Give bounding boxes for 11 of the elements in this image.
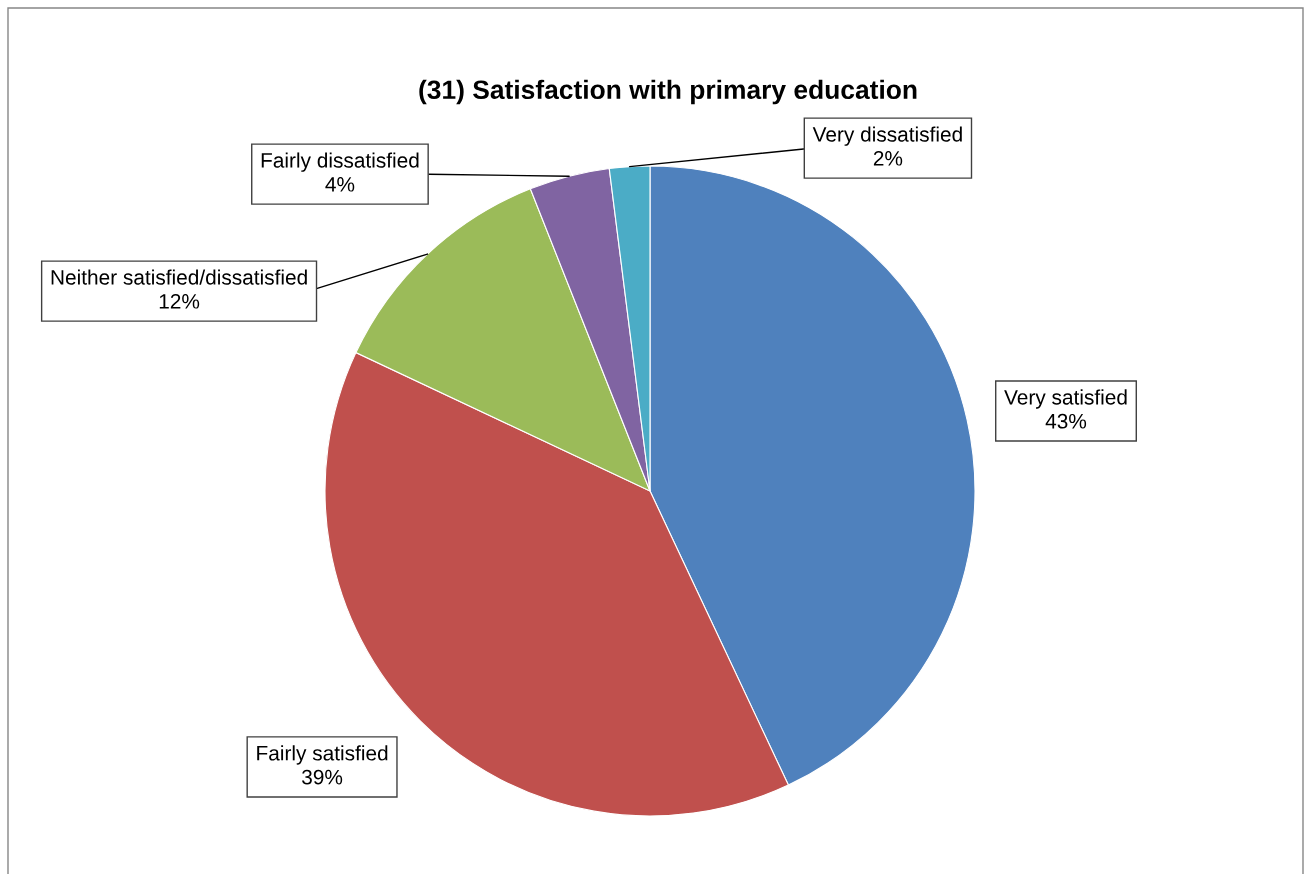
slice-label: Very satisfied xyxy=(1004,389,1127,409)
data-label: 2% xyxy=(873,150,903,166)
slice-label: Fairly dissatisfied xyxy=(261,152,419,172)
data-label: 39% xyxy=(302,769,343,785)
slice-label: Fairly satisfied xyxy=(257,745,388,765)
data-label: 43% xyxy=(1045,413,1087,429)
slice-label: Neither satisfied/dissatisfied xyxy=(51,269,307,285)
chart-title: (31) Satisfaction with primary education xyxy=(419,79,917,105)
data-label: 12% xyxy=(159,293,200,309)
data-label: 4% xyxy=(325,177,355,192)
slice-label: Very dissatisfied xyxy=(812,126,962,146)
